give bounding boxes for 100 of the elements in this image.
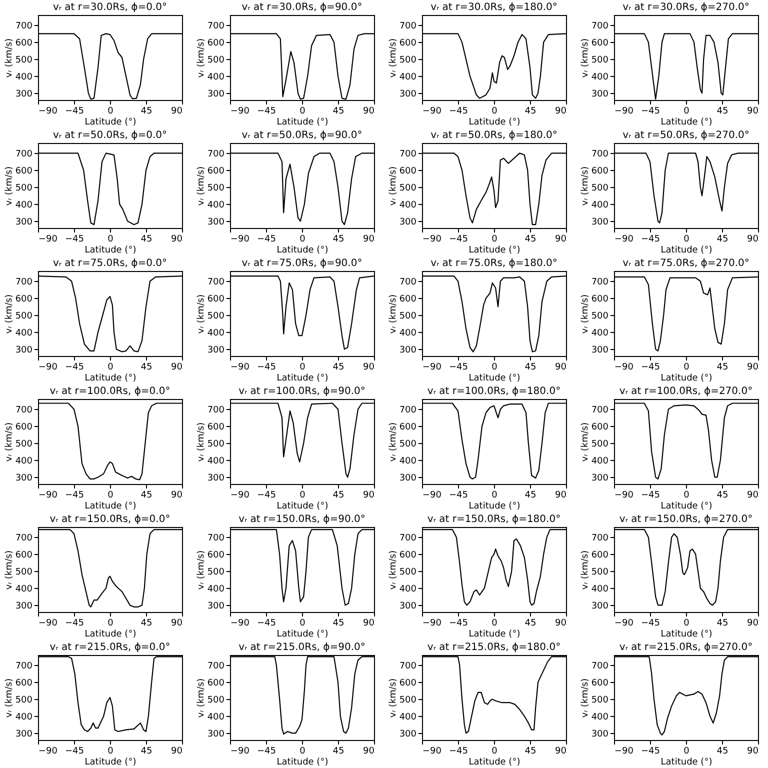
y-axis-title: vᵣ (km/s) [196, 166, 206, 206]
y-tick-label: 500 [207, 312, 225, 322]
x-tick-label: 0 [684, 362, 690, 372]
y-tick-label: 500 [399, 696, 417, 706]
x-axis-title: Latitude (°) [660, 758, 712, 768]
y-tick-label: 500 [207, 696, 225, 706]
y-tick-label: 300 [591, 730, 609, 740]
y-tick-label: 500 [399, 568, 417, 578]
x-tick-label: 0 [492, 362, 498, 372]
x-tick-label: 90 [171, 106, 183, 116]
y-tick-label: 700 [399, 662, 417, 672]
x-tick-label: 90 [555, 106, 567, 116]
x-tick-label: 90 [555, 362, 567, 372]
y-tick-label: 300 [399, 474, 417, 484]
x-tick-label: −90 [614, 362, 634, 372]
chart-title: vᵣ at r=150.0Rs, ϕ=90.0° [238, 514, 366, 525]
y-tick-label: 500 [207, 440, 225, 450]
y-axis-title: vᵣ (km/s) [196, 38, 206, 78]
x-tick-label: 0 [492, 490, 498, 500]
y-tick-label: 500 [399, 184, 417, 194]
y-tick-label: 400 [591, 200, 609, 211]
y-tick-label: 500 [591, 184, 609, 194]
chart-title: vᵣ at r=50.0Rs, ϕ=0.0° [52, 130, 168, 141]
x-tick-label: −90 [38, 618, 58, 628]
x-tick-label: −45 [449, 490, 468, 500]
y-tick-label: 400 [15, 712, 33, 723]
x-tick-label: 45 [332, 362, 344, 372]
y-tick-label: 400 [399, 72, 417, 83]
x-tick-label: −45 [65, 234, 84, 244]
y-tick-label: 700 [399, 22, 417, 32]
x-tick-label: 90 [171, 746, 183, 756]
x-tick-label: 45 [524, 362, 536, 372]
x-axis-title: Latitude (°) [660, 502, 712, 512]
y-tick-label: 700 [591, 406, 609, 416]
x-tick-label: −90 [614, 106, 634, 116]
x-tick-label: −45 [257, 746, 276, 756]
y-tick-label: 600 [207, 166, 225, 177]
x-tick-label: 45 [716, 490, 728, 500]
x-tick-label: 45 [140, 234, 152, 244]
x-tick-label: 90 [747, 490, 759, 500]
y-tick-label: 400 [15, 200, 33, 211]
x-tick-label: −90 [230, 106, 250, 116]
y-tick-label: 700 [399, 406, 417, 416]
x-tick-label: 0 [684, 746, 690, 756]
x-tick-label: −45 [65, 490, 84, 500]
x-tick-label: −45 [449, 234, 468, 244]
y-tick-label: 700 [15, 662, 33, 672]
chart-title: vᵣ at r=75.0Rs, ϕ=90.0° [242, 258, 362, 269]
y-tick-label: 600 [399, 422, 417, 433]
x-tick-label: 90 [363, 618, 375, 628]
y-tick-label: 600 [15, 550, 33, 561]
y-tick-label: 700 [591, 662, 609, 672]
y-tick-label: 300 [399, 90, 417, 100]
y-axis-title: vᵣ (km/s) [4, 38, 14, 78]
x-axis-title: Latitude (°) [84, 246, 136, 256]
x-tick-label: 90 [171, 618, 183, 628]
y-tick-label: 600 [207, 550, 225, 561]
y-tick-label: 300 [591, 90, 609, 100]
y-tick-label: 300 [399, 346, 417, 356]
y-tick-label: 400 [399, 712, 417, 723]
x-tick-label: −90 [614, 234, 634, 244]
x-tick-label: 0 [492, 618, 498, 628]
y-tick-label: 500 [399, 440, 417, 450]
y-tick-label: 500 [591, 56, 609, 66]
x-tick-label: 45 [524, 490, 536, 500]
y-axis-title: vᵣ (km/s) [580, 678, 590, 718]
chart-title: vᵣ at r=215.0Rs, ϕ=0.0° [50, 642, 170, 653]
y-tick-label: 300 [591, 474, 609, 484]
x-tick-label: 90 [747, 234, 759, 244]
x-tick-label: −90 [38, 490, 58, 500]
x-tick-label: 90 [555, 618, 567, 628]
y-tick-label: 500 [15, 56, 33, 66]
x-axis-title: Latitude (°) [468, 502, 520, 512]
y-tick-label: 400 [207, 72, 225, 83]
y-tick-label: 500 [207, 56, 225, 66]
x-tick-label: 90 [171, 490, 183, 500]
x-tick-label: −90 [422, 106, 442, 116]
x-axis-title: Latitude (°) [468, 630, 520, 640]
y-axis-title: vᵣ (km/s) [4, 422, 14, 462]
y-axis-title: vᵣ (km/s) [388, 550, 398, 590]
x-axis-title: Latitude (°) [276, 758, 328, 768]
x-tick-label: 45 [524, 746, 536, 756]
y-tick-label: 300 [207, 602, 225, 612]
y-tick-label: 500 [591, 696, 609, 706]
x-tick-label: −45 [65, 618, 84, 628]
y-tick-label: 400 [15, 456, 33, 467]
x-tick-label: −45 [257, 234, 276, 244]
x-axis-title: Latitude (°) [660, 630, 712, 640]
x-axis-title: Latitude (°) [468, 758, 520, 768]
y-tick-label: 400 [207, 712, 225, 723]
x-tick-label: −45 [449, 746, 468, 756]
y-tick-label: 300 [207, 90, 225, 100]
y-axis-title: vᵣ (km/s) [196, 550, 206, 590]
x-tick-label: −45 [641, 490, 660, 500]
y-tick-label: 700 [399, 534, 417, 544]
y-tick-label: 300 [207, 474, 225, 484]
chart-title: vᵣ at r=30.0Rs, ϕ=270.0° [622, 2, 750, 13]
x-tick-label: 45 [716, 234, 728, 244]
chart-title: vᵣ at r=30.0Rs, ϕ=180.0° [430, 2, 558, 13]
y-tick-label: 500 [591, 312, 609, 322]
